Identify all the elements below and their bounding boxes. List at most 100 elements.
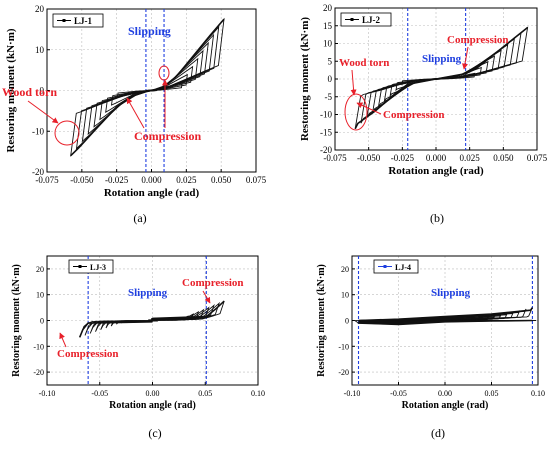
annotation-arrow — [59, 332, 67, 348]
annotation-arrow — [462, 46, 469, 70]
x-tick-label: 0.05 — [198, 389, 212, 398]
annotation-label: Wood torn — [2, 85, 57, 99]
annotation-arrow — [350, 69, 357, 96]
envelope-series-1 — [152, 300, 225, 320]
y-tick-label: -20 — [320, 145, 332, 155]
annotation-label: Wood torn — [339, 57, 389, 69]
y-axis-label: Restoring moment (kN·m) — [299, 17, 311, 141]
x-axis-label: Rotation angle (rad) — [104, 187, 200, 199]
y-tick-label: -5 — [325, 92, 333, 102]
annotation-label: Slipping — [128, 287, 168, 299]
legend: LJ-3 — [68, 259, 114, 274]
hysteresis-loop — [93, 49, 204, 128]
x-tick-label: 0.00 — [438, 389, 452, 398]
annotation-arrow — [126, 97, 145, 129]
x-tick-label: -0.025 — [391, 153, 415, 163]
y-axis-label: Restoring moment (kN·m) — [5, 28, 17, 152]
y-tick-label: 10 — [323, 39, 333, 49]
y-tick-label: -20 — [33, 368, 44, 377]
x-tick-label: -0.025 — [105, 175, 129, 185]
legend-marker — [350, 18, 354, 21]
y-axis-label: Restoring moment (kN·m) — [11, 264, 22, 377]
annotation-arrow — [356, 102, 382, 115]
panel-label: (d) — [431, 426, 445, 440]
y-tick-label: 20 — [35, 4, 45, 14]
annotation-label: Compression — [182, 277, 244, 289]
annotation-label: Compression — [57, 348, 119, 360]
y-tick-label: -10 — [320, 110, 332, 120]
y-tick-label: -15 — [320, 127, 332, 137]
x-tick-label: -0.10 — [344, 389, 361, 398]
x-tick-label: 0.10 — [251, 389, 265, 398]
x-tick-label: 0.00 — [146, 389, 160, 398]
legend-marker — [78, 265, 82, 268]
y-tick-label: 0 — [345, 317, 349, 326]
annotation-circle — [54, 120, 80, 146]
x-tick-label: 0.025 — [460, 153, 481, 163]
x-tick-label: 0.000 — [426, 153, 447, 163]
legend-box — [340, 12, 392, 27]
y-tick-label: 0 — [40, 317, 44, 326]
y-tick-label: -10 — [32, 126, 44, 136]
envelope-series-1 — [435, 26, 529, 80]
legend-label: LJ-2 — [362, 15, 381, 25]
x-tick-label: 0.000 — [141, 175, 162, 185]
annotation-label: Slipping — [422, 53, 462, 65]
y-tick-label: -10 — [33, 342, 44, 351]
chart-panel-3: -0.10 -0.05 0.00 0.05 0.10 -20 -10 0 10 20 Rotatio… — [11, 255, 265, 411]
annotation-label: Compression — [134, 129, 201, 143]
annotation-label: Slipping — [431, 287, 471, 299]
y-tick-label: -10 — [338, 342, 349, 351]
legend: LJ-2 — [340, 12, 392, 27]
envelope-series-1 — [358, 307, 534, 322]
x-tick-label: -0.05 — [91, 389, 108, 398]
chart-panel-2: -0.075 -0.050 -0.025 0.000 0.025 0.050 0.075 -2… — [299, 3, 548, 177]
legend-box — [373, 259, 419, 274]
y-tick-label: 5 — [328, 56, 333, 66]
y-tick-label: 0 — [40, 86, 45, 96]
x-tick-label: -0.075 — [35, 175, 59, 185]
legend-box — [68, 259, 114, 274]
hysteresis-loops — [79, 300, 225, 338]
y-tick-label: 10 — [341, 291, 349, 300]
panel-label: (c) — [148, 426, 161, 440]
annotation-label: Compression — [447, 34, 509, 46]
legend-label: LJ-4 — [395, 263, 411, 272]
x-axis-label: Rotation angle (rad) — [402, 400, 489, 411]
hysteresis-loop — [87, 41, 209, 136]
legend: LJ-1 — [52, 13, 104, 28]
y-axis-label: Restoring moment (kN·m) — [316, 264, 327, 377]
annotation-arrow — [202, 290, 211, 304]
legend-label: LJ-3 — [90, 263, 106, 272]
y-tick-label: 10 — [35, 45, 45, 55]
x-tick-label: 0.05 — [485, 389, 499, 398]
legend-label: LJ-1 — [74, 16, 93, 26]
x-axis-label: Rotation angle (rad) — [109, 400, 196, 411]
y-tick-label: 15 — [323, 21, 333, 31]
legend: LJ-4 — [373, 259, 419, 274]
x-tick-label: -0.05 — [390, 389, 407, 398]
envelope-series-2 — [70, 89, 152, 157]
panel-label: (a) — [133, 211, 146, 225]
chart-panel-1: -0.075 -0.050 -0.025 0.000 0.025 0.050 0.075 -2… — [2, 4, 267, 199]
x-tick-label: 0.050 — [211, 175, 232, 185]
panel-label: (b) — [430, 211, 444, 225]
x-tick-label: -0.10 — [39, 389, 56, 398]
chart-panel-4: -0.10 -0.05 0.00 0.05 0.10 -20 -10 0 10 20 Rotatio… — [316, 255, 545, 411]
envelope-series-1 — [151, 18, 225, 92]
x-tick-label: 0.075 — [527, 153, 548, 163]
y-tick-label: 20 — [323, 3, 333, 13]
annotation-label: Compression — [383, 109, 445, 121]
x-axis-label: Rotation angle (rad) — [388, 165, 484, 177]
x-tick-label: 0.10 — [531, 389, 545, 398]
y-tick-label: -20 — [338, 368, 349, 377]
y-tick-label: 20 — [341, 265, 349, 274]
y-tick-label: 0 — [328, 74, 333, 84]
y-tick-label: 10 — [36, 291, 44, 300]
x-tick-label: 0.050 — [493, 153, 514, 163]
y-tick-label: -20 — [32, 167, 44, 177]
hysteresis-loop — [81, 33, 215, 143]
annotation-circle — [158, 65, 170, 81]
legend-marker — [62, 19, 66, 22]
